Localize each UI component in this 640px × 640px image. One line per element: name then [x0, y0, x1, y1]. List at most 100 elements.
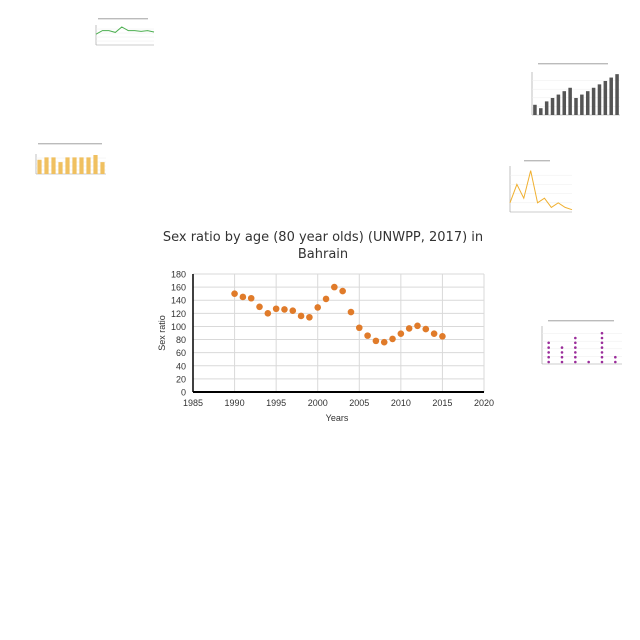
- thumb-dot: [574, 355, 577, 359]
- thumb-bar: [79, 157, 84, 174]
- thumb-bar: [37, 159, 42, 174]
- thumb-dot: [560, 360, 564, 364]
- data-point: [281, 306, 288, 313]
- thumb-dot: [560, 346, 564, 349]
- thumb-bar: [72, 157, 77, 174]
- data-point: [380, 338, 388, 346]
- data-point: [297, 312, 305, 320]
- thumb-dot: [600, 355, 604, 359]
- thumb-dot: [600, 351, 604, 354]
- thumb-title-placeholder: [98, 18, 148, 20]
- thumb-dot: [560, 351, 564, 354]
- y-tick-label: 0: [181, 388, 186, 398]
- thumb-bar: [585, 91, 590, 115]
- thumb-dot: [600, 346, 604, 349]
- data-point: [439, 332, 446, 340]
- thumb-bar: [58, 162, 63, 174]
- data-point: [414, 322, 421, 330]
- thumb-bar: [539, 108, 543, 115]
- data-point: [272, 305, 280, 313]
- data-point: [347, 308, 355, 316]
- y-tick-label: 80: [176, 335, 186, 345]
- thumb-line: [95, 26, 155, 35]
- data-point: [231, 290, 238, 297]
- thumb-bar: [51, 157, 56, 174]
- thumb-dot: [574, 360, 577, 364]
- data-point: [339, 287, 346, 295]
- thumb-bar: [603, 80, 608, 115]
- thumb-bar: [544, 101, 549, 115]
- thumb-bar: [615, 74, 619, 115]
- thumb-dot: [547, 351, 550, 354]
- thumb-dot: [600, 336, 604, 340]
- y-tick-label: 120: [171, 309, 186, 319]
- thumb-bar: [44, 157, 49, 174]
- y-tick-label: 40: [176, 361, 186, 371]
- y-tick-label: 160: [171, 283, 186, 293]
- thumb-dot: [574, 346, 577, 349]
- data-point: [289, 307, 297, 315]
- data-point: [239, 293, 247, 301]
- y-tick-label: 180: [171, 270, 186, 280]
- thumb-dot: [574, 336, 577, 340]
- data-point: [430, 330, 438, 337]
- thumb-bar: [93, 155, 98, 174]
- tick-labels: 0 20 40 60 80 100 120 140 160 180 1985 1990 1995 2000…: [171, 270, 494, 409]
- thumb-dot: [600, 331, 604, 335]
- thumb-bar: [86, 157, 91, 174]
- x-tick-label: 1990: [225, 398, 245, 408]
- data-point: [405, 325, 413, 332]
- y-axis-label: Sex ratio: [157, 315, 167, 351]
- thumb-title-placeholder: [524, 160, 550, 162]
- thumb-dot: [614, 355, 617, 359]
- thumb-title-placeholder: [548, 320, 614, 322]
- thumb-bar: [591, 87, 596, 115]
- thumb-bar: [556, 94, 561, 115]
- x-tick-label: 1985: [183, 398, 203, 408]
- thumb-dot: [574, 341, 577, 345]
- thumb-title-placeholder: [538, 63, 608, 65]
- thumbnail-line-chart-top: [88, 15, 156, 55]
- data-point: [397, 330, 405, 337]
- thumb-bar: [580, 94, 584, 115]
- x-tick-label: 2010: [391, 398, 411, 408]
- thumb-bar: [533, 104, 537, 115]
- data-point: [389, 335, 396, 343]
- thumb-bar: [568, 87, 572, 115]
- thumb-dot: [600, 360, 604, 364]
- thumb-dot: [547, 355, 550, 359]
- data-point: [264, 310, 272, 317]
- data-points: [231, 283, 446, 346]
- thumb-dot: [560, 355, 564, 359]
- y-tick-label: 140: [171, 296, 186, 306]
- thumb-bar: [597, 84, 602, 115]
- x-tick-label: 2000: [308, 398, 328, 408]
- x-tick-label: 1995: [266, 398, 286, 408]
- y-tick-label: 100: [171, 322, 186, 332]
- thumb-bar: [550, 97, 555, 115]
- thumb-dot: [587, 360, 590, 364]
- thumbnail-bar-chart-left: [30, 140, 110, 202]
- thumbnail-dot-chart-small: [534, 318, 624, 374]
- thumb-dot: [547, 360, 550, 364]
- data-point: [306, 313, 313, 321]
- data-point: [364, 332, 371, 339]
- thumbnail-bar-chart-right: [520, 60, 622, 130]
- data-point: [422, 325, 430, 333]
- thumb-dot: [574, 351, 577, 354]
- thumb-bar: [562, 91, 567, 115]
- thumb-bar: [100, 162, 105, 174]
- data-point: [314, 304, 322, 311]
- thumb-bar: [609, 77, 613, 115]
- y-tick-label: 60: [176, 348, 186, 358]
- chart-title: Sex ratio by age (80 year olds) (UNWPP, …: [162, 230, 484, 262]
- data-point: [322, 295, 330, 303]
- thumb-dot: [547, 341, 550, 345]
- y-tick-label: 20: [176, 374, 186, 384]
- thumb-title-placeholder: [38, 143, 102, 145]
- x-tick-label: 2005: [349, 398, 369, 408]
- thumbnail-line-chart-small: [500, 158, 576, 224]
- x-axis-label: Years: [326, 413, 349, 423]
- data-point: [256, 303, 263, 311]
